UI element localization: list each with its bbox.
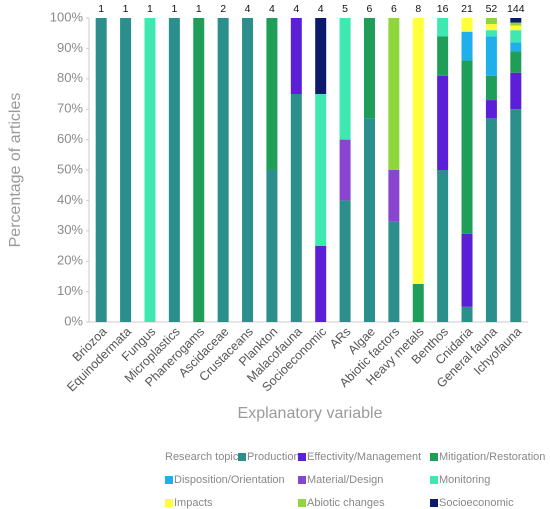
bar-segment bbox=[485, 18, 497, 25]
y-tick-label: 50% bbox=[57, 161, 83, 176]
bar-segment bbox=[95, 18, 107, 322]
total-label: 2 bbox=[220, 3, 226, 15]
y-tick-label: 90% bbox=[57, 40, 83, 55]
legend-title: Research topic: bbox=[165, 451, 241, 463]
bar-segment bbox=[510, 42, 522, 52]
bar-segment bbox=[144, 18, 156, 322]
bar-segment bbox=[388, 18, 400, 170]
bar-segment bbox=[437, 36, 449, 76]
total-label: 4 bbox=[245, 3, 251, 15]
bar-segment bbox=[266, 170, 278, 322]
y-tick-label: 0% bbox=[64, 313, 83, 328]
total-label: 4 bbox=[318, 3, 324, 15]
legend-swatch bbox=[298, 499, 306, 507]
bar-segment bbox=[461, 31, 473, 61]
bar-segment bbox=[510, 51, 522, 73]
total-label: 8 bbox=[415, 3, 421, 15]
bar-segment bbox=[461, 233, 473, 307]
bar-segment bbox=[510, 72, 522, 110]
legend-swatch bbox=[430, 476, 438, 484]
legend-label: Disposition/Orientation bbox=[174, 474, 285, 486]
bar-segment bbox=[388, 170, 400, 222]
bar-segment bbox=[510, 18, 522, 23]
bar-segment bbox=[315, 18, 327, 94]
legend-label: Material/Design bbox=[307, 474, 383, 486]
y-tick-label: 100% bbox=[50, 9, 84, 24]
total-label: 5 bbox=[342, 3, 348, 15]
bar-segment bbox=[485, 118, 497, 322]
total-label: 4 bbox=[293, 3, 299, 15]
x-axis-label: Explanatory variable bbox=[238, 405, 383, 422]
legend-label: Abiotic changes bbox=[307, 497, 385, 509]
legend-label: Effectivity/Management bbox=[307, 451, 421, 463]
legend-swatch bbox=[430, 499, 438, 507]
bar-segment bbox=[388, 221, 400, 322]
total-label: 4 bbox=[269, 3, 275, 15]
bar-segment bbox=[339, 18, 351, 140]
bar-segment bbox=[485, 30, 497, 37]
bar-segment bbox=[168, 18, 180, 322]
bar-segment bbox=[485, 24, 497, 31]
total-label: 21 bbox=[461, 3, 473, 15]
legend-swatch bbox=[165, 499, 173, 507]
bar-segment bbox=[266, 18, 278, 170]
bar-segment bbox=[339, 139, 351, 201]
legend-swatch bbox=[298, 476, 306, 484]
bar-segment bbox=[461, 306, 473, 322]
bar-segment bbox=[510, 25, 522, 31]
legend-label: Monitoring bbox=[439, 474, 490, 486]
y-tick-label: 70% bbox=[57, 101, 83, 116]
bar-segment bbox=[242, 18, 254, 322]
total-label: 1 bbox=[98, 3, 104, 15]
total-label: 1 bbox=[123, 3, 129, 15]
total-label: 6 bbox=[367, 3, 373, 15]
total-label: 1 bbox=[147, 3, 153, 15]
bar-segment bbox=[461, 60, 473, 234]
legend-swatch bbox=[238, 453, 246, 461]
bar-segment bbox=[120, 18, 132, 322]
y-axis-label: Percentage of articles bbox=[7, 93, 24, 248]
bar-segment bbox=[510, 109, 522, 322]
bar-segment bbox=[339, 200, 351, 322]
legend-label: Mitigation/Restoration bbox=[439, 451, 545, 463]
bar-segment bbox=[363, 118, 375, 322]
legend-label: Production bbox=[247, 451, 300, 463]
bar-segment bbox=[510, 30, 522, 43]
total-label: 52 bbox=[486, 3, 498, 15]
bar-segment bbox=[412, 18, 424, 284]
legend-label: Impacts bbox=[174, 497, 213, 509]
total-label: 16 bbox=[437, 3, 449, 15]
legend-swatch bbox=[298, 453, 306, 461]
total-label: 6 bbox=[391, 3, 397, 15]
bar-segment bbox=[315, 94, 327, 246]
legend-swatch bbox=[165, 476, 173, 484]
bar-segment bbox=[290, 18, 302, 94]
bar-segment bbox=[437, 18, 449, 37]
y-tick-label: 30% bbox=[57, 222, 83, 237]
y-tick-label: 60% bbox=[57, 131, 83, 146]
bar-segment bbox=[437, 75, 449, 170]
total-label: 1 bbox=[171, 3, 177, 15]
bar-segment bbox=[461, 18, 473, 32]
total-label: 144 bbox=[507, 3, 525, 15]
bar-segment bbox=[315, 246, 327, 322]
bar-segment bbox=[217, 18, 229, 322]
bar-segment bbox=[485, 100, 497, 119]
y-tick-label: 20% bbox=[57, 253, 83, 268]
bar-segment bbox=[193, 18, 205, 322]
legend-swatch bbox=[430, 453, 438, 461]
bar-segment bbox=[412, 284, 424, 322]
y-tick-label: 10% bbox=[57, 283, 83, 298]
bar-segment bbox=[485, 75, 497, 101]
bar-segment bbox=[363, 18, 375, 119]
y-tick-label: 80% bbox=[57, 70, 83, 85]
bar-segment bbox=[290, 94, 302, 322]
bar-segment bbox=[485, 36, 497, 76]
legend-label: Socioeconomic bbox=[439, 497, 514, 509]
total-label: 1 bbox=[196, 3, 202, 15]
y-tick-label: 40% bbox=[57, 192, 83, 207]
bar-segment bbox=[510, 22, 522, 26]
bar-segment bbox=[437, 170, 449, 322]
